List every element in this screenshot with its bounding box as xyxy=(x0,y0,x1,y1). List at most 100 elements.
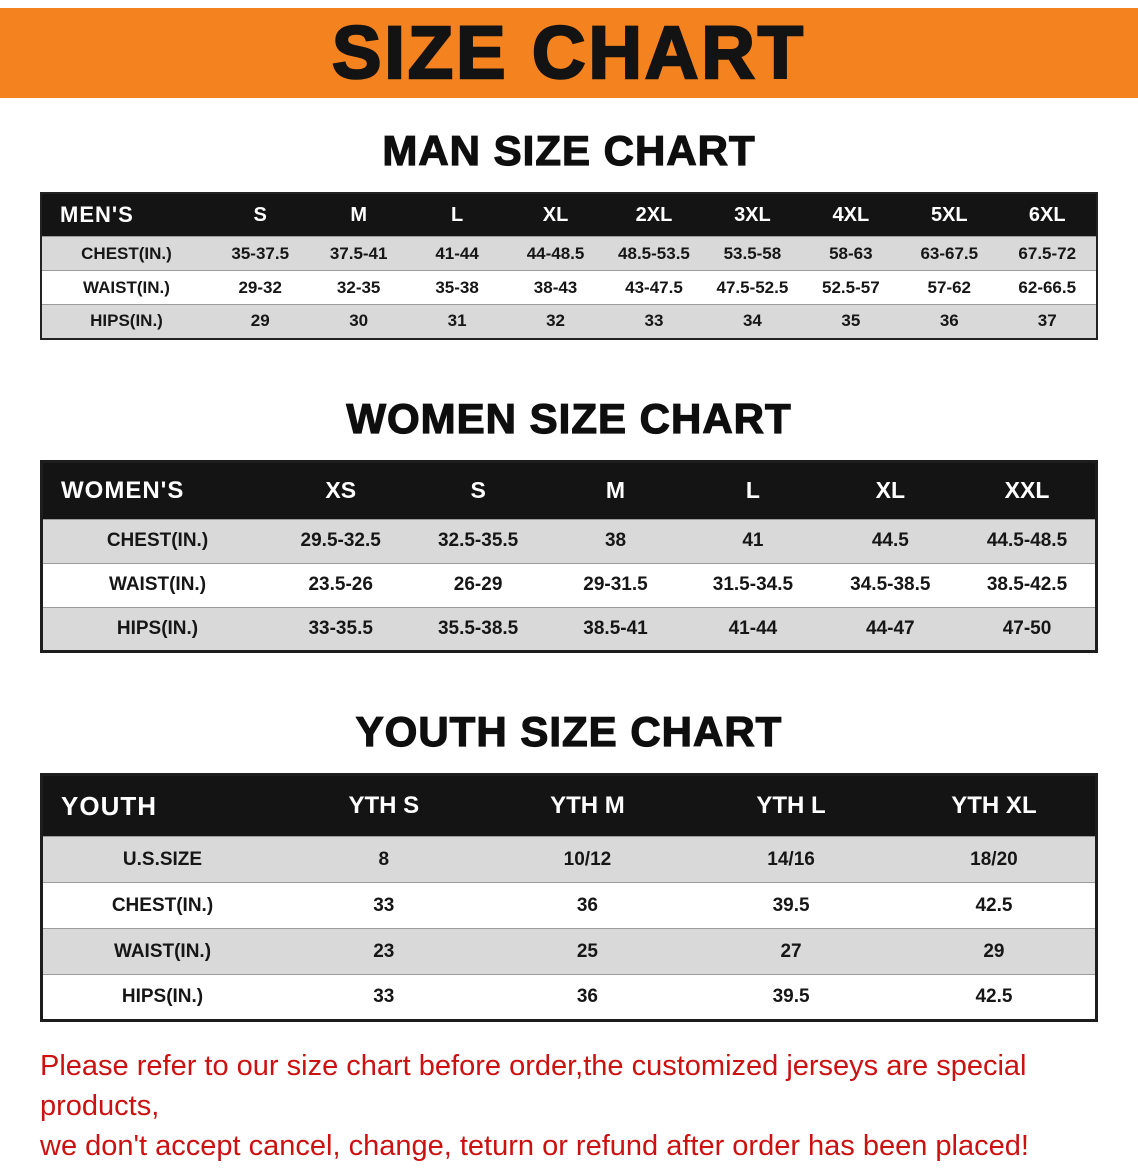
row-label: WAIST(IN.) xyxy=(113,940,212,962)
size-column-header: S xyxy=(211,193,310,237)
men-size-table: MEN'S S M L XL 2XL 3XL 4XL 5XL 6XL CHEST(IN.) 35-37… xyxy=(40,192,1098,340)
size-value: 14/16 xyxy=(767,848,815,870)
size-value: 42.5 xyxy=(975,894,1013,916)
size-column-header: M xyxy=(546,461,685,520)
size-value: 35 xyxy=(841,311,861,331)
size-value: 37.5-41 xyxy=(329,243,388,263)
size-column-header: 4XL xyxy=(801,193,901,237)
size-value: 23.5-26 xyxy=(308,574,373,596)
banner: SIZE CHART xyxy=(0,8,1138,98)
size-value: 32-35 xyxy=(336,277,381,297)
disclaimer-line-1: Please refer to our size chart before or… xyxy=(40,1050,1027,1123)
size-column-header: M xyxy=(309,193,408,237)
size-value: 63-67.5 xyxy=(920,243,979,263)
size-value: 29-32 xyxy=(238,277,282,297)
size-column-header: S xyxy=(409,461,547,520)
size-value: 53.5-58 xyxy=(723,243,782,263)
table-header-row: MEN'S S M L XL 2XL 3XL 4XL 5XL 6XL xyxy=(41,193,1097,237)
table-row: HIPS(IN.) 33 36 39.5 42.5 xyxy=(41,974,1097,1021)
row-label: CHEST(IN.) xyxy=(106,530,209,552)
size-column-header: L xyxy=(684,461,822,520)
table-row: CHEST(IN.) 35-37.5 37.5-41 41-44 44-48.5 48.5… xyxy=(41,236,1097,271)
row-label: HIPS(IN.) xyxy=(121,986,204,1008)
size-value: 42.5 xyxy=(975,986,1013,1008)
size-value: 32 xyxy=(546,311,565,331)
row-label: WAIST(IN.) xyxy=(83,277,170,297)
size-value: 33 xyxy=(644,311,664,331)
size-value: 44-48.5 xyxy=(526,243,585,263)
size-value: 38 xyxy=(604,530,627,552)
size-value: 36 xyxy=(576,986,598,1008)
size-value: 44-47 xyxy=(866,617,915,639)
size-value: 33 xyxy=(373,986,395,1008)
size-value: 44.5-48.5 xyxy=(986,530,1068,552)
size-value: 27 xyxy=(780,940,802,962)
size-column-header: YTH L xyxy=(689,774,893,837)
youth-size-section: YOUTH SIZE CHART YOUTH YTH S YTH M YTH L YTH… xyxy=(0,708,1138,1023)
women-size-table: WOMEN'S XS S M L XL XXL CHEST(IN.) 29.5-32.5 32.5… xyxy=(40,459,1098,653)
size-column-header: YTH S xyxy=(282,774,486,837)
size-value: 38-43 xyxy=(533,277,578,297)
youth-size-table: YOUTH YTH S YTH M YTH L YTH XL U.S.SIZE 8 10/12… xyxy=(40,773,1098,1023)
size-value: 34.5-38.5 xyxy=(850,574,931,596)
size-value: 58-63 xyxy=(829,243,873,263)
size-column-header: L xyxy=(407,193,507,237)
table-row: WAIST(IN.) 23.5-26 26-29 29-31.5 31.5-34.5 34… xyxy=(41,563,1097,608)
size-value: 52.5-57 xyxy=(822,277,880,297)
size-value: 38.5-42.5 xyxy=(986,574,1068,596)
table-row: CHEST(IN.) 33 36 39.5 42.5 xyxy=(41,882,1097,929)
size-column-header: YTH M xyxy=(485,774,690,837)
row-label: HIPS(IN.) xyxy=(90,311,163,331)
size-value: 38.5-41 xyxy=(583,617,648,639)
size-value: 32.5-35.5 xyxy=(437,530,519,552)
size-value: 39.5 xyxy=(772,894,810,916)
size-value: 30 xyxy=(349,311,369,331)
table-row: HIPS(IN.) 33-35.5 35.5-38.5 38.5-41 41-44 44-… xyxy=(41,607,1097,652)
size-value: 10/12 xyxy=(563,848,612,870)
size-value: 8 xyxy=(378,848,390,870)
men-section-heading: MAN SIZE CHART xyxy=(382,127,756,175)
table-row: WAIST(IN.) 23 25 27 29 xyxy=(41,928,1097,975)
table-title-cell: WOMEN'S xyxy=(41,461,272,520)
size-value: 29 xyxy=(983,940,1005,962)
disclaimer-line-2: we don't accept cancel, change, teturn o… xyxy=(40,1130,1029,1163)
table-row: HIPS(IN.) 29 30 31 32 33 34 35 36 37 xyxy=(41,304,1097,339)
size-value: 41-44 xyxy=(728,617,778,639)
size-column-header: XS xyxy=(272,461,410,520)
size-value: 39.5 xyxy=(772,986,810,1008)
size-value: 35-38 xyxy=(435,277,479,297)
size-value: 37 xyxy=(1037,311,1057,331)
size-value: 33-35.5 xyxy=(308,617,373,639)
page-title: SIZE CHART xyxy=(331,11,806,94)
size-column-header: YTH XL xyxy=(892,774,1097,837)
size-value: 36 xyxy=(939,311,959,331)
size-value: 34 xyxy=(742,311,762,331)
size-column-header: 3XL xyxy=(703,193,802,237)
size-value: 29-31.5 xyxy=(583,574,648,596)
size-value: 47-50 xyxy=(1002,617,1052,639)
table-row: CHEST(IN.) 29.5-32.5 32.5-35.5 38 41 44.5 44.5… xyxy=(41,519,1097,564)
size-column-header: 5XL xyxy=(900,193,999,237)
table-header-row: YOUTH YTH S YTH M YTH L YTH XL xyxy=(41,774,1097,837)
size-value: 29.5-32.5 xyxy=(300,530,381,552)
size-value: 31 xyxy=(447,311,467,331)
row-label: WAIST(IN.) xyxy=(108,574,207,596)
table-title-cell: MEN'S xyxy=(41,193,211,237)
size-value: 48.5-53.5 xyxy=(618,243,690,263)
size-value: 41-44 xyxy=(435,243,479,263)
size-value: 47.5-52.5 xyxy=(716,277,789,297)
women-size-section: WOMEN SIZE CHART WOMEN'S XS S M L XL XXL CHEST(… xyxy=(0,394,1138,653)
size-value: 36 xyxy=(576,894,598,916)
row-label: HIPS(IN.) xyxy=(116,617,199,639)
size-column-header: XL xyxy=(821,461,960,520)
table-header-row: WOMEN'S XS S M L XL XXL xyxy=(41,461,1097,520)
disclaimer: Please refer to our size chart before or… xyxy=(0,1046,1138,1166)
table-title-cell: YOUTH xyxy=(41,774,282,837)
size-value: 25 xyxy=(576,940,598,962)
men-size-section: MAN SIZE CHART MEN'S S M L XL 2XL 3XL 4XL 5XL 6XL… xyxy=(0,127,1138,340)
size-value: 62-66.5 xyxy=(1018,277,1077,297)
row-label: U.S.SIZE xyxy=(122,848,203,870)
size-value: 29 xyxy=(250,311,270,331)
size-value: 26-29 xyxy=(453,574,503,596)
